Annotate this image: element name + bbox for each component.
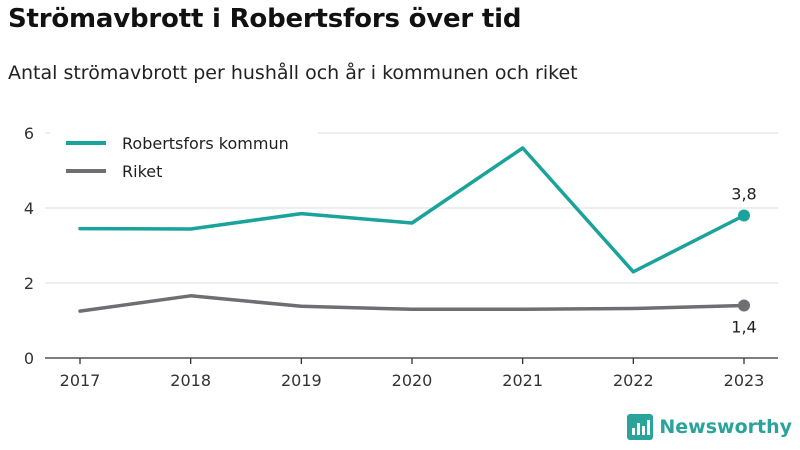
end-marker-1 (738, 209, 750, 222)
x-tick-label: 2017 (60, 371, 101, 390)
brand-name: Newsworthy (659, 416, 792, 438)
x-tick-label: 2022 (613, 371, 654, 390)
y-tick-label: 0 (24, 349, 34, 368)
x-tick-label: 2019 (281, 371, 322, 390)
y-axis-tick-labels: 0 2 4 6 (24, 124, 34, 368)
y-tick-label: 2 (24, 274, 34, 293)
y-tick-label: 6 (24, 124, 34, 143)
legend-label: Riket (122, 162, 162, 181)
chart-subtitle: Antal strömavbrott per hushåll och år i … (8, 62, 578, 84)
series-end-markers: 3,8 1,4 (731, 185, 756, 337)
legend: Robertsfors kommun Riket (50, 126, 318, 188)
data-label: 3,8 (731, 185, 756, 204)
legend-background (50, 126, 318, 188)
legend-label: Robertsfors kommun (122, 134, 289, 153)
x-tick-label: 2018 (170, 371, 211, 390)
series-line-2 (78, 294, 746, 313)
y-tick-label: 4 (24, 199, 34, 218)
chart-title: Strömavbrott i Robertsfors över tid (8, 4, 522, 34)
end-marker-2 (738, 299, 750, 312)
x-axis: 2017 2018 2019 2020 2021 2022 2023 (45, 357, 778, 390)
x-tick-label: 2021 (502, 371, 543, 390)
series-lines (78, 146, 746, 313)
newsworthy-logo-icon (627, 414, 654, 440)
series-line-1 (78, 146, 746, 274)
x-tick-label: 2020 (392, 371, 433, 390)
data-label: 1,4 (731, 318, 756, 337)
x-tick-label: 2023 (724, 371, 765, 390)
brand: Newsworthy (627, 412, 792, 442)
